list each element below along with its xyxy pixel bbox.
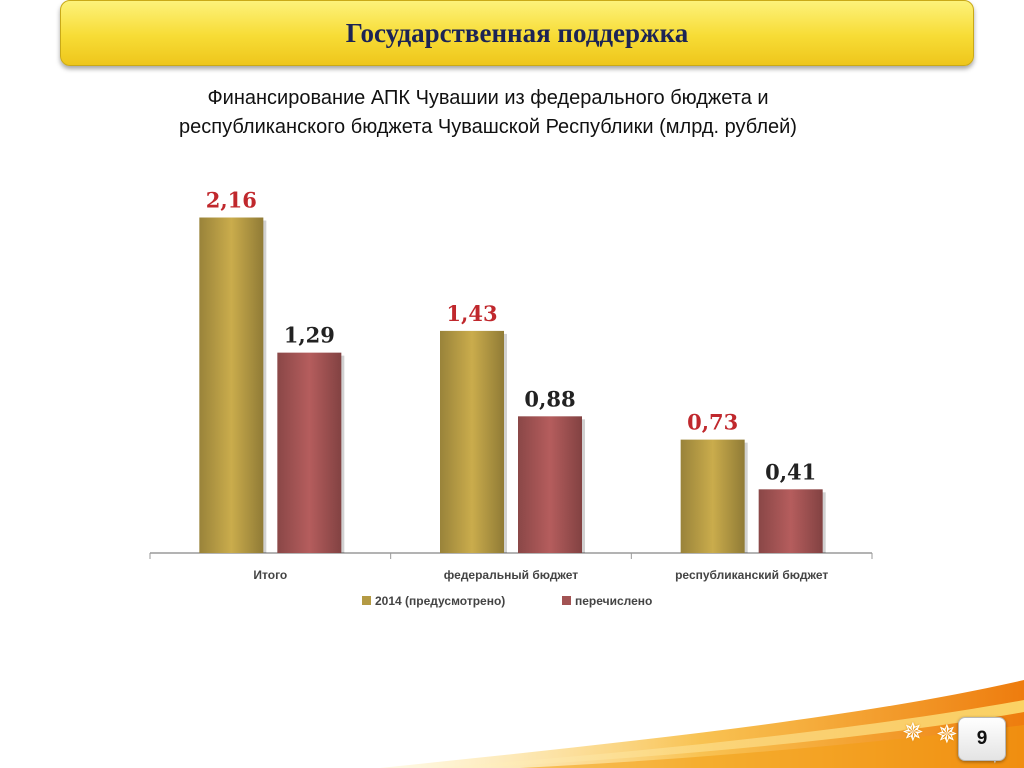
bar: [518, 416, 582, 553]
ornament-icon: ✵: [936, 720, 958, 750]
legend-swatch: [362, 596, 371, 605]
data-label: 0,88: [524, 386, 575, 411]
ornament-icon: ✵: [902, 718, 924, 748]
data-label: 1,43: [446, 301, 497, 326]
bar: [199, 217, 264, 554]
page-number: 9: [976, 728, 988, 749]
data-label: 0,73: [687, 410, 738, 435]
chart-subtitle: Финансирование АПК Чувашии из федерально…: [100, 84, 876, 142]
bar: [277, 352, 342, 553]
bar: [758, 489, 823, 553]
x-tick-label: республиканский бюджет: [675, 568, 828, 582]
data-label: 1,29: [284, 323, 335, 348]
bar: [680, 439, 745, 553]
x-tick-label: федеральный бюджет: [444, 568, 579, 582]
data-label: 2,16: [206, 188, 257, 213]
subtitle-line-1: Финансирование АПК Чувашии из федерально…: [207, 87, 769, 109]
page-number-badge: 9: [958, 717, 1006, 761]
legend-label: перечислено: [575, 594, 652, 608]
page-title: Государственная поддержка: [345, 17, 689, 48]
x-tick-label: Итого: [253, 568, 287, 582]
bar: [440, 330, 504, 553]
data-label: 0,41: [765, 459, 816, 484]
title-banner: Государственная поддержка: [60, 0, 974, 66]
subtitle-line-2: республиканского бюджета Чувашской Респу…: [179, 116, 797, 138]
legend-label: 2014 (предусмотрено): [375, 594, 505, 608]
legend-swatch: [562, 596, 571, 605]
